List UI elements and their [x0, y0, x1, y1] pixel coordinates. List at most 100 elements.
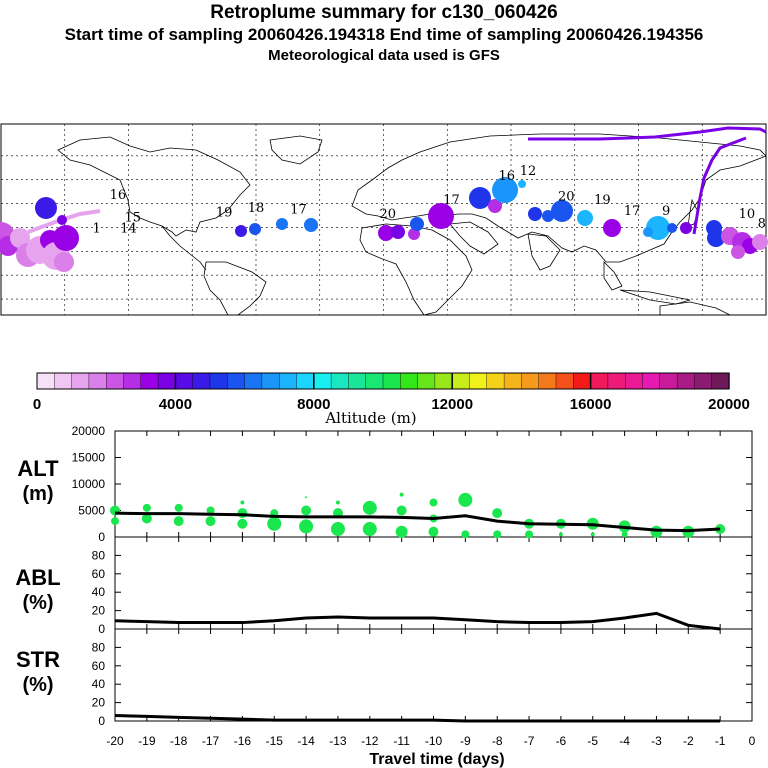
plume-dot	[542, 210, 554, 222]
plume-dot	[667, 223, 677, 233]
sampling-time-subtitle: Start time of sampling 20060426.194318 E…	[64, 25, 704, 44]
colorbar-ticks: 0 4000 8000 12000 16000 20000	[33, 373, 750, 413]
coast-indonesia	[619, 289, 691, 305]
altitude-point	[399, 492, 404, 497]
met-data-subtitle: Meteorological data used is GFS	[268, 47, 500, 64]
y-tick-label: 60	[92, 659, 106, 673]
abl-panel-frame	[114, 536, 753, 630]
altitude-point	[590, 532, 595, 537]
x-tick-label: -9	[460, 734, 471, 748]
coast-africa	[359, 223, 473, 316]
altitude-point	[525, 530, 534, 539]
x-tick-label: -10	[425, 734, 443, 748]
altitude-point	[267, 516, 282, 531]
coast-australia	[659, 301, 731, 316]
trajectory-pacific	[27, 209, 101, 234]
str-panel-frame	[114, 628, 753, 722]
abl-series-line	[114, 611, 721, 631]
x-tick-label: -8	[492, 734, 503, 748]
x-tick-label: -3	[651, 734, 662, 748]
colorbar-tick-label: 4000	[159, 396, 192, 413]
str-series-line	[114, 713, 721, 723]
plume-dot	[428, 203, 454, 229]
plume-label: 9	[662, 204, 670, 219]
altitude-point	[461, 530, 470, 539]
plume-label: 19	[594, 193, 611, 208]
y-tick-label: 60	[92, 567, 106, 581]
altitude-point	[240, 500, 245, 505]
x-tick-label: -20	[106, 734, 124, 748]
plume-dot	[304, 218, 318, 232]
str-panel-title: STR	[16, 647, 60, 672]
altitude-point	[335, 500, 340, 505]
plume-dot	[57, 215, 67, 225]
plume-dot	[391, 225, 405, 239]
altitude-point	[237, 508, 248, 519]
y-tick-label: 0	[98, 622, 105, 636]
plume-dot	[35, 197, 57, 219]
plume-dot	[603, 219, 621, 237]
x-tick-label: -2	[683, 734, 694, 748]
map-grid	[1, 124, 766, 315]
x-tick-label: -4	[619, 734, 630, 748]
altitude-point	[206, 506, 215, 515]
abl-panel-unit: (%)	[22, 592, 53, 614]
plume-label: 12	[520, 164, 537, 179]
plume-label: 20	[379, 207, 396, 222]
plume-label: 15	[124, 210, 141, 225]
coast-southeast-asia	[603, 261, 623, 291]
panel-titles: ALT(m)ABL(%)STR(%)	[15, 456, 60, 696]
coast-greenland	[269, 135, 323, 165]
y-tick-label: 5000	[78, 504, 105, 518]
x-tick-label: -14	[297, 734, 315, 748]
x-tick-label: -5	[587, 734, 598, 748]
plume-label: 16	[110, 188, 127, 203]
colorbar-tick-label: 8000	[297, 396, 330, 413]
plume-label: 18	[248, 201, 265, 216]
altitude-point	[141, 513, 152, 524]
plume-label: 19	[216, 206, 233, 221]
altitude-point	[558, 532, 563, 537]
y-tick-label: 40	[92, 677, 106, 691]
colorbar-frame	[36, 372, 730, 390]
trajectory-descent	[692, 136, 747, 235]
trajectory-north	[528, 126, 767, 141]
panel-lines	[114, 511, 721, 723]
plume-dot	[235, 225, 247, 237]
x-tick-label: 0	[749, 734, 756, 748]
plume-dot	[752, 234, 768, 250]
altitude-point	[395, 525, 408, 538]
x-tick-label: -18	[170, 734, 188, 748]
plume-dot	[469, 187, 491, 209]
chart-title: Retroplume summary for c130_060426	[210, 2, 558, 23]
x-tick-label: -11	[393, 734, 410, 748]
y-tick-label: 20000	[72, 424, 106, 438]
altitude-point	[299, 519, 314, 534]
x-tick-label: -15	[266, 734, 284, 748]
colorbar-swatches	[36, 372, 730, 390]
plume-dot	[249, 223, 261, 235]
y-tick-label: 15000	[72, 451, 106, 465]
plume-dot	[577, 210, 593, 226]
coast-south-america	[203, 261, 267, 316]
coast-arabia	[449, 221, 499, 255]
plume-dot	[707, 229, 725, 247]
panel-frames	[114, 430, 753, 722]
plume-dot	[680, 222, 692, 234]
panel-y-ticks: 20000 15000 10000 5000 0 80 60 40 20 0 80 60 40 20 0	[72, 424, 753, 728]
plume-dot	[378, 225, 394, 241]
alt-series-line	[114, 511, 721, 533]
plume-label: 17	[290, 202, 307, 217]
altitude-point	[458, 492, 473, 507]
coast-central-america	[161, 225, 207, 271]
coast-north-america	[57, 136, 251, 237]
altitude-point	[429, 498, 438, 507]
altitude-point	[362, 500, 377, 515]
abl-panel-title: ABL	[15, 565, 60, 590]
trajectory-paths	[27, 126, 767, 235]
x-axis-label: Travel time (days)	[369, 751, 504, 768]
altitude-point	[305, 496, 308, 499]
